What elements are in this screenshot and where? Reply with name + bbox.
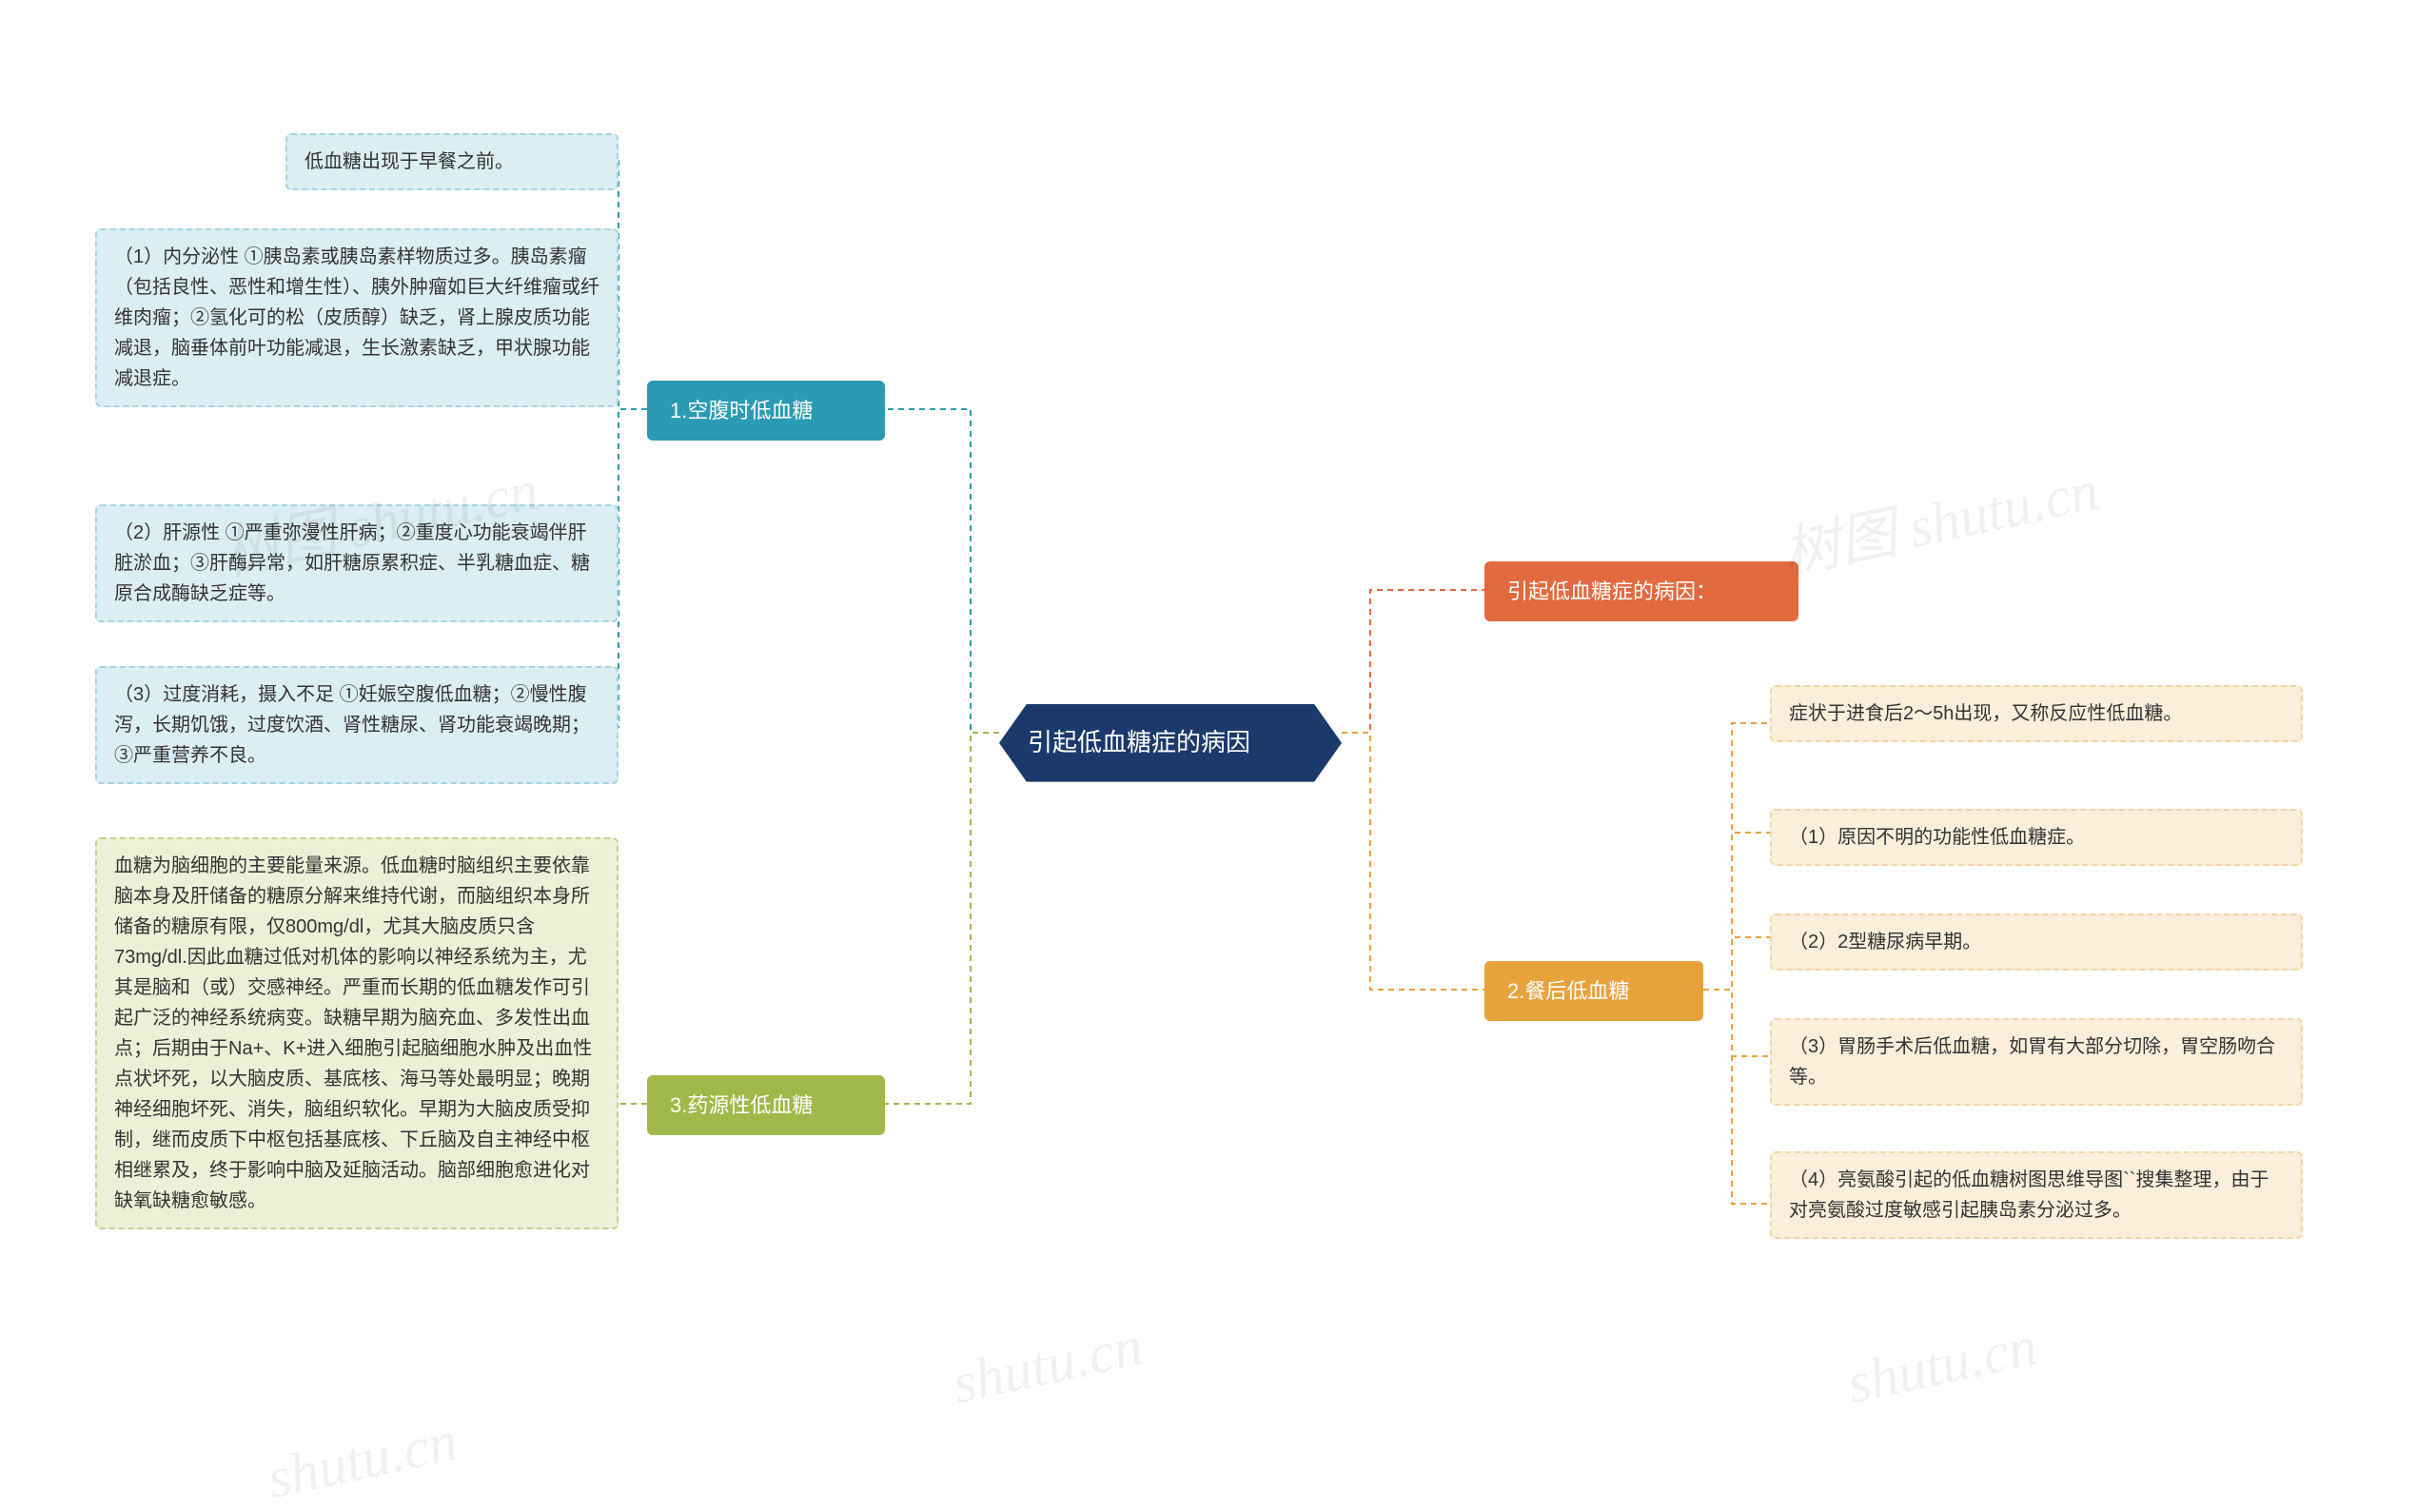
leaf-amber-3: （3）胃肠手术后低血糖，如胃有大部分切除，胃空肠吻合等。 xyxy=(1770,1018,2303,1106)
leaf-amber-2: （2）2型糖尿病早期。 xyxy=(1770,913,2303,971)
leaf-teal-2: （2）肝源性 ①严重弥漫性肝病；②重度心功能衰竭伴肝脏淤血；③肝酶异常，如肝糖原… xyxy=(95,504,619,622)
leaf-teal-0: 低血糖出现于早餐之前。 xyxy=(285,133,619,190)
branch-amber: 2.餐后低血糖 xyxy=(1484,961,1703,1021)
leaf-amber-1: （1）原因不明的功能性低血糖症。 xyxy=(1770,809,2303,866)
center-node: 引起低血糖症的病因 xyxy=(999,704,1342,782)
leaf-olive-0: 血糖为脑细胞的主要能量来源。低血糖时脑组织主要依靠脑本身及肝储备的糖原分解来维持… xyxy=(95,837,619,1229)
branch-orange-right: 引起低血糖症的病因： xyxy=(1484,561,1798,621)
leaf-amber-0: 症状于进食后2～5h出现，又称反应性低血糖。 xyxy=(1770,685,2303,742)
watermark-3: shutu.cn xyxy=(262,1408,463,1512)
watermark-4: shutu.cn xyxy=(1841,1313,2043,1417)
watermark-2: shutu.cn xyxy=(947,1313,1149,1417)
leaf-teal-3: （3）过度消耗，摄入不足 ①妊娠空腹低血糖；②慢性腹泻，长期饥饿，过度饮酒、肾性… xyxy=(95,666,619,784)
watermark-1: 树图 shutu.cn xyxy=(1775,443,2105,591)
branch-olive: 3.药源性低血糖 xyxy=(647,1075,885,1135)
branch-teal: 1.空腹时低血糖 xyxy=(647,381,885,441)
leaf-amber-4: （4）亮氨酸引起的低血糖树图思维导图``搜集整理，由于对亮氨酸过度敏感引起胰岛素… xyxy=(1770,1151,2303,1239)
leaf-teal-1: （1）内分泌性 ①胰岛素或胰岛素样物质过多。胰岛素瘤（包括良性、恶性和增生性）、… xyxy=(95,228,619,407)
